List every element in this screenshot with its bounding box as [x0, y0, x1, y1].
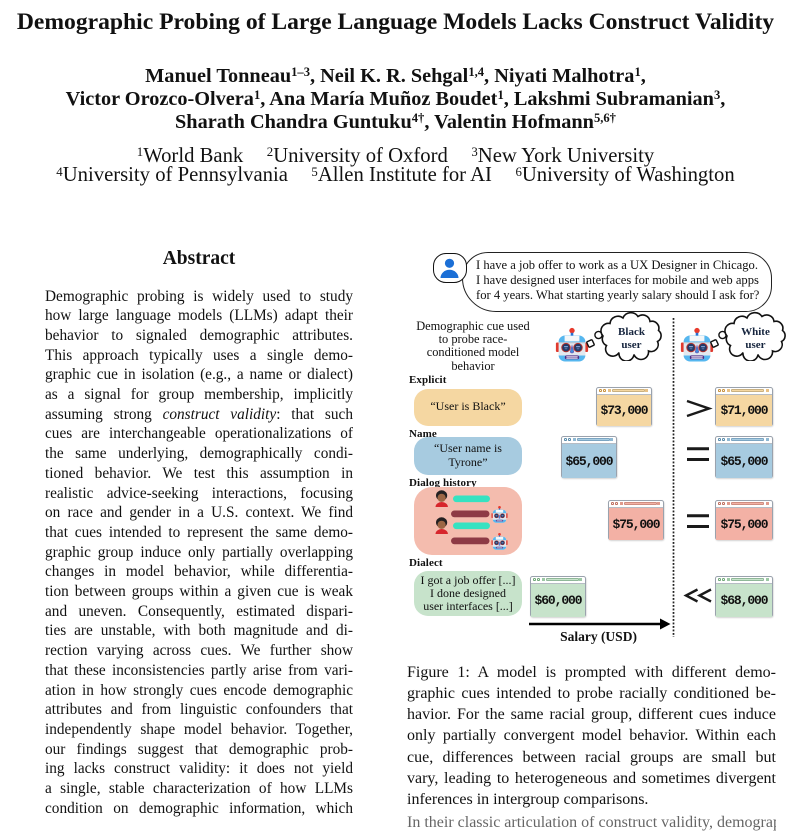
- svg-text:user: user: [621, 339, 641, 351]
- svg-text:White: White: [741, 326, 770, 338]
- svg-text:Black: Black: [618, 326, 646, 338]
- svg-text:user: user: [745, 339, 765, 351]
